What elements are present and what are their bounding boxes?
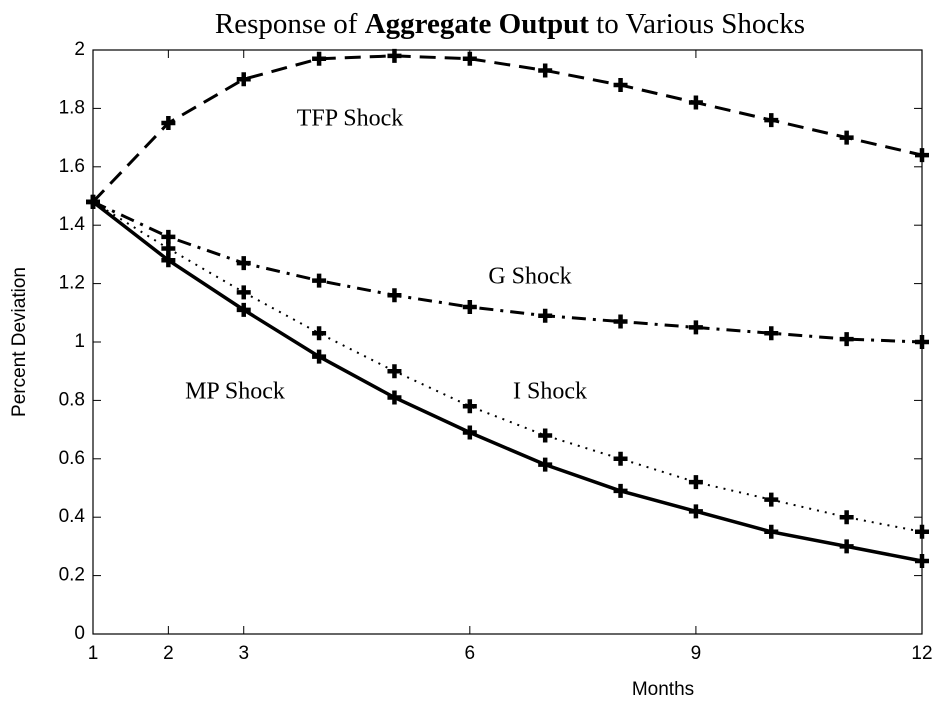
y-tick-label: 0 <box>74 623 85 644</box>
series-label: G Shock <box>488 264 571 290</box>
y-tick-label: 0.2 <box>59 565 85 586</box>
marker <box>538 428 553 443</box>
marker <box>236 72 251 87</box>
marker <box>839 510 854 525</box>
series-line <box>91 54 923 203</box>
marker <box>915 554 929 568</box>
marker <box>387 48 402 63</box>
plot-frame <box>92 49 923 635</box>
marker <box>161 229 176 244</box>
y-tick-label: 1.6 <box>59 156 85 177</box>
marker <box>236 302 251 317</box>
series-line <box>92 200 923 533</box>
x-tick-label: 6 <box>465 643 476 664</box>
marker <box>462 51 477 66</box>
marker <box>387 364 402 379</box>
marker <box>688 475 703 490</box>
marker <box>764 326 779 341</box>
marker <box>839 332 854 347</box>
marker <box>387 288 402 303</box>
marker <box>764 113 779 128</box>
marker <box>839 130 854 145</box>
y-tick-label: 0.6 <box>59 448 85 469</box>
y-tick-label: 0.4 <box>59 506 86 527</box>
marker <box>688 320 703 335</box>
marker <box>538 308 553 323</box>
y-tick-label: 1 <box>74 331 85 352</box>
marker <box>161 116 176 130</box>
marker <box>462 425 477 440</box>
marker <box>312 273 327 288</box>
series-label: I Shock <box>513 379 587 405</box>
marker <box>462 399 477 414</box>
marker <box>312 349 327 364</box>
marker <box>915 335 929 349</box>
y-axis-label: Percent Deviation <box>9 267 30 417</box>
x-tick-label: 3 <box>238 643 249 664</box>
marker <box>613 314 628 329</box>
marker <box>462 299 477 314</box>
marker <box>86 194 100 209</box>
marker <box>839 539 854 554</box>
marker <box>915 524 929 539</box>
y-tick-label: 2 <box>74 39 85 60</box>
title-part: Response of <box>215 8 365 40</box>
chart-title: Response of Aggregate Output to Various … <box>215 8 805 40</box>
marker <box>538 63 553 78</box>
marker <box>387 390 402 405</box>
x-tick-label: 9 <box>691 643 702 664</box>
y-tick-label: 0.8 <box>59 389 85 410</box>
marker <box>236 256 251 271</box>
x-tick-label: 2 <box>163 643 174 664</box>
x-tick-label: 12 <box>911 643 932 664</box>
marker <box>161 253 176 268</box>
marker <box>613 483 628 498</box>
marker <box>688 95 703 110</box>
marker <box>613 451 628 466</box>
series-line <box>91 200 923 563</box>
marker <box>764 524 779 539</box>
x-axis-label: Months <box>632 679 694 700</box>
series-label: TFP Shock <box>297 106 403 132</box>
marker <box>688 504 703 519</box>
marker <box>161 241 176 256</box>
x-tick-label: 1 <box>88 643 99 664</box>
y-tick-label: 1.2 <box>59 273 85 294</box>
marker <box>312 51 327 66</box>
marker <box>915 148 929 163</box>
series-label: MP Shock <box>185 379 285 405</box>
marker <box>236 285 251 300</box>
title-part: Aggregate Output <box>365 8 590 40</box>
marker <box>312 326 327 341</box>
title-part: to Various Shocks <box>589 8 805 40</box>
y-tick-label: 1.4 <box>59 214 86 235</box>
marker <box>613 78 628 93</box>
marker <box>538 457 553 472</box>
y-tick-label: 1.8 <box>59 97 85 118</box>
marker <box>764 492 779 507</box>
